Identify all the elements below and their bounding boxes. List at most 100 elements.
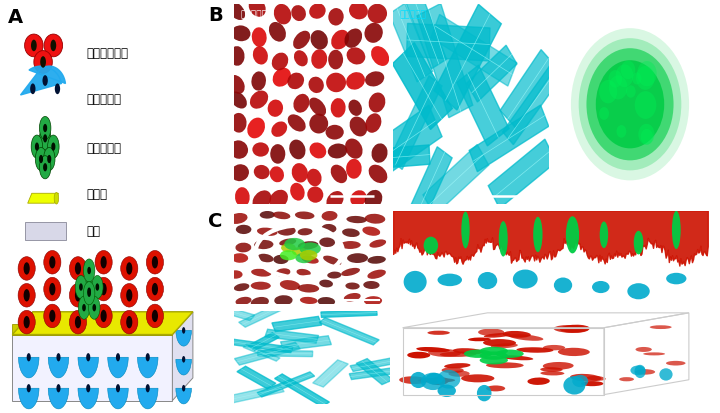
Polygon shape (228, 385, 284, 403)
Circle shape (84, 280, 95, 303)
Ellipse shape (295, 211, 315, 219)
Ellipse shape (351, 190, 366, 206)
Circle shape (126, 262, 132, 275)
Text: 유방암세포: 유방암세포 (559, 10, 585, 19)
Circle shape (75, 289, 81, 301)
Ellipse shape (258, 254, 274, 262)
Circle shape (31, 135, 42, 158)
Circle shape (637, 61, 657, 86)
Text: 정상상피세포: 정상상피세포 (86, 47, 128, 60)
Ellipse shape (509, 334, 544, 341)
Circle shape (480, 351, 508, 360)
Circle shape (292, 247, 307, 256)
Ellipse shape (302, 256, 319, 263)
Polygon shape (434, 4, 501, 110)
Ellipse shape (95, 304, 112, 328)
Circle shape (639, 124, 654, 145)
Ellipse shape (347, 253, 368, 263)
Ellipse shape (307, 186, 323, 203)
Ellipse shape (234, 283, 249, 291)
Text: 기저막: 기저막 (86, 188, 107, 201)
Ellipse shape (344, 28, 362, 48)
Ellipse shape (274, 295, 292, 306)
Ellipse shape (322, 211, 338, 221)
Ellipse shape (323, 256, 341, 265)
Polygon shape (272, 316, 322, 332)
Ellipse shape (666, 361, 685, 366)
Wedge shape (138, 388, 158, 409)
Circle shape (27, 353, 31, 361)
Circle shape (40, 116, 51, 140)
Polygon shape (407, 24, 490, 61)
Ellipse shape (346, 72, 365, 90)
Ellipse shape (146, 304, 163, 328)
Polygon shape (375, 145, 430, 169)
Ellipse shape (371, 46, 389, 66)
Ellipse shape (365, 214, 385, 224)
Ellipse shape (257, 228, 277, 236)
Ellipse shape (253, 46, 268, 64)
Circle shape (626, 85, 636, 98)
Ellipse shape (634, 231, 644, 254)
Ellipse shape (528, 377, 550, 385)
Ellipse shape (672, 211, 680, 249)
Circle shape (48, 155, 51, 163)
Ellipse shape (292, 5, 306, 21)
Ellipse shape (350, 116, 367, 136)
Ellipse shape (293, 94, 310, 113)
Ellipse shape (543, 345, 565, 350)
Circle shape (281, 243, 296, 252)
Ellipse shape (326, 191, 343, 209)
Circle shape (43, 163, 48, 171)
Circle shape (579, 38, 681, 171)
Circle shape (595, 60, 665, 148)
Circle shape (300, 250, 318, 261)
Ellipse shape (554, 278, 572, 293)
Circle shape (40, 127, 51, 150)
Circle shape (182, 385, 185, 392)
Ellipse shape (271, 121, 287, 137)
Ellipse shape (146, 278, 163, 301)
Ellipse shape (235, 297, 251, 305)
Ellipse shape (252, 142, 269, 157)
Polygon shape (12, 312, 193, 335)
Ellipse shape (342, 228, 360, 237)
Circle shape (56, 353, 60, 361)
Ellipse shape (421, 373, 445, 390)
Circle shape (31, 40, 37, 51)
Circle shape (40, 156, 51, 179)
Polygon shape (281, 336, 331, 351)
Wedge shape (78, 357, 99, 378)
Ellipse shape (429, 377, 449, 385)
Ellipse shape (230, 46, 245, 66)
Ellipse shape (362, 227, 380, 236)
Ellipse shape (453, 348, 484, 354)
Ellipse shape (372, 143, 387, 163)
Ellipse shape (330, 165, 347, 183)
Ellipse shape (619, 377, 634, 381)
Text: 유방암세포: 유방암세포 (86, 142, 121, 155)
Ellipse shape (331, 30, 349, 50)
Ellipse shape (277, 225, 296, 235)
Ellipse shape (438, 385, 456, 397)
Ellipse shape (478, 272, 498, 289)
Ellipse shape (660, 368, 672, 381)
Ellipse shape (254, 240, 274, 249)
Ellipse shape (228, 213, 248, 224)
Ellipse shape (484, 333, 510, 338)
Circle shape (608, 70, 622, 88)
Ellipse shape (273, 68, 291, 87)
Ellipse shape (461, 374, 495, 382)
Ellipse shape (340, 241, 361, 249)
Wedge shape (48, 357, 68, 378)
Circle shape (152, 310, 158, 322)
Polygon shape (469, 105, 549, 172)
Polygon shape (220, 306, 255, 320)
Ellipse shape (600, 221, 608, 248)
Ellipse shape (311, 49, 327, 69)
Ellipse shape (307, 169, 322, 186)
Ellipse shape (330, 98, 346, 118)
Ellipse shape (428, 331, 450, 335)
Ellipse shape (572, 375, 588, 387)
Polygon shape (349, 367, 399, 380)
